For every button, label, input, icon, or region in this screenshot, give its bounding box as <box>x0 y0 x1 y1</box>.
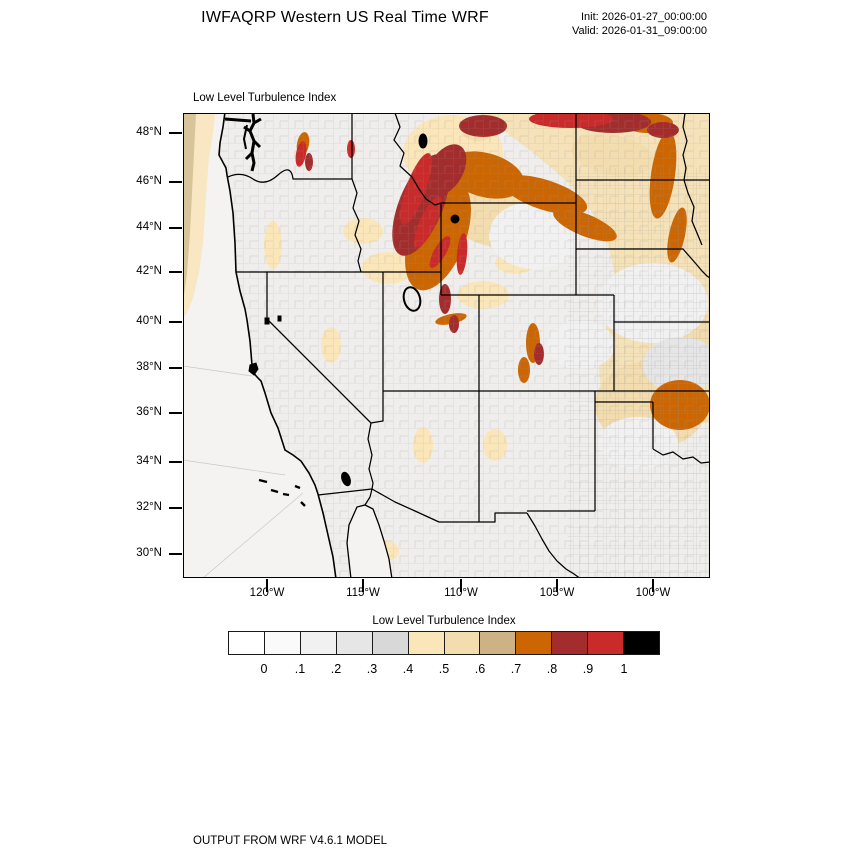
colorbar-tick-label: .1 <box>294 662 306 676</box>
lat-tick-mark <box>169 461 182 463</box>
hood-canal <box>242 124 248 150</box>
channel-islands <box>258 478 306 507</box>
lon-tick-label: 115°W <box>346 587 380 599</box>
lat-tick-label: 38°N <box>136 361 162 373</box>
gulf-of-california <box>346 504 393 580</box>
lat-tick-mark <box>169 553 182 555</box>
lon-tick-mark <box>266 579 268 592</box>
colorbar-tick-label: 1 <box>620 662 628 676</box>
colorbar-tick-label: .9 <box>582 662 594 676</box>
lat-tick-mark <box>169 367 182 369</box>
strait-juan-de-fuca <box>224 117 252 123</box>
lat-tick-label: 30°N <box>136 547 162 559</box>
colorbar-cell <box>624 632 660 654</box>
footer-annotations: OUTPUT FROM WRF V4.6.1 MODEL WE = 310 ; … <box>193 806 645 850</box>
state-borders <box>227 112 711 580</box>
lat-tick-mark <box>169 132 182 134</box>
lat-tick-mark <box>169 227 182 229</box>
colorbar <box>228 631 660 655</box>
map-canvas <box>182 111 713 580</box>
colorbar-cell <box>408 632 445 654</box>
lat-tick-mark <box>169 271 182 273</box>
init-timestamp: Init: 2026-01-27_00:00:00 <box>581 11 707 23</box>
colorbar-tick-label: .5 <box>438 662 450 676</box>
water-bodies <box>224 113 460 507</box>
pyramid-lake <box>277 315 282 322</box>
lon-tick-mark <box>652 579 654 592</box>
lat-tick-mark <box>169 321 182 323</box>
lon-tick-mark <box>460 579 462 592</box>
map-figure <box>182 111 713 580</box>
colorbar-tick-label: .3 <box>366 662 378 676</box>
lon-tick-label: 120°W <box>249 587 285 599</box>
colorbar-cell <box>264 632 301 654</box>
colorbar-tick-label: 0 <box>260 662 268 676</box>
colorbar-cell <box>229 632 265 654</box>
colorbar-tick-label: .7 <box>510 662 522 676</box>
lat-tick-label: 34°N <box>136 455 162 467</box>
plot-subtitle: Low Level Turbulence Index <box>193 92 337 104</box>
lat-tick-label: 44°N <box>136 221 162 233</box>
colorbar-cell <box>300 632 337 654</box>
ocean-graticule <box>182 365 304 579</box>
lat-tick-label: 46°N <box>136 175 162 187</box>
footer-line-1: OUTPUT FROM WRF V4.6.1 MODEL <box>193 835 388 847</box>
lat-tick-label: 40°N <box>136 315 162 327</box>
colorbar-cell <box>588 632 625 654</box>
lat-tick-label: 36°N <box>136 406 162 418</box>
lat-tick-label: 42°N <box>136 265 162 277</box>
lat-tick-label: 32°N <box>136 501 162 513</box>
colorbar-title: Low Level Turbulence Index <box>372 615 516 627</box>
colorbar-tick-label: .2 <box>330 662 342 676</box>
lon-tick-label: 105°W <box>539 587 575 599</box>
colorbar-cell <box>372 632 409 654</box>
san-francisco-bay <box>248 362 259 376</box>
salton-sea <box>341 471 351 487</box>
colorbar-tick-label: .8 <box>546 662 558 676</box>
lat-tick-mark <box>169 412 182 414</box>
great-salt-lake <box>402 286 422 312</box>
lon-tick-label: 110°W <box>444 587 478 599</box>
colorbar-cell <box>552 632 589 654</box>
lat-tick-label: 48°N <box>136 126 162 138</box>
lon-tick-label: 100°W <box>635 587 671 599</box>
lon-tick-mark <box>556 579 558 592</box>
lat-tick-mark <box>169 181 182 183</box>
colorbar-cell <box>516 632 553 654</box>
valid-timestamp: Valid: 2026-01-31_09:00:00 <box>572 24 707 37</box>
run-timestamps: Init: 2026-01-27_00:00:00 Valid: 2026-01… <box>495 11 707 38</box>
lon-tick-mark <box>362 579 364 592</box>
page-title: IWFAQRP Western US Real Time WRF <box>201 9 489 26</box>
colorbar-cell <box>480 632 517 654</box>
colorbar-tick-label: .6 <box>474 662 486 676</box>
lake-tahoe <box>264 317 270 325</box>
flathead-lake <box>418 133 428 149</box>
lat-tick-mark <box>169 507 182 509</box>
colorbar-cell <box>444 632 481 654</box>
colorbar-cell <box>336 632 373 654</box>
colorbar-tick-label: .4 <box>402 662 414 676</box>
yellowstone-lake <box>450 214 460 224</box>
offshore-turbulence-band <box>183 113 215 318</box>
